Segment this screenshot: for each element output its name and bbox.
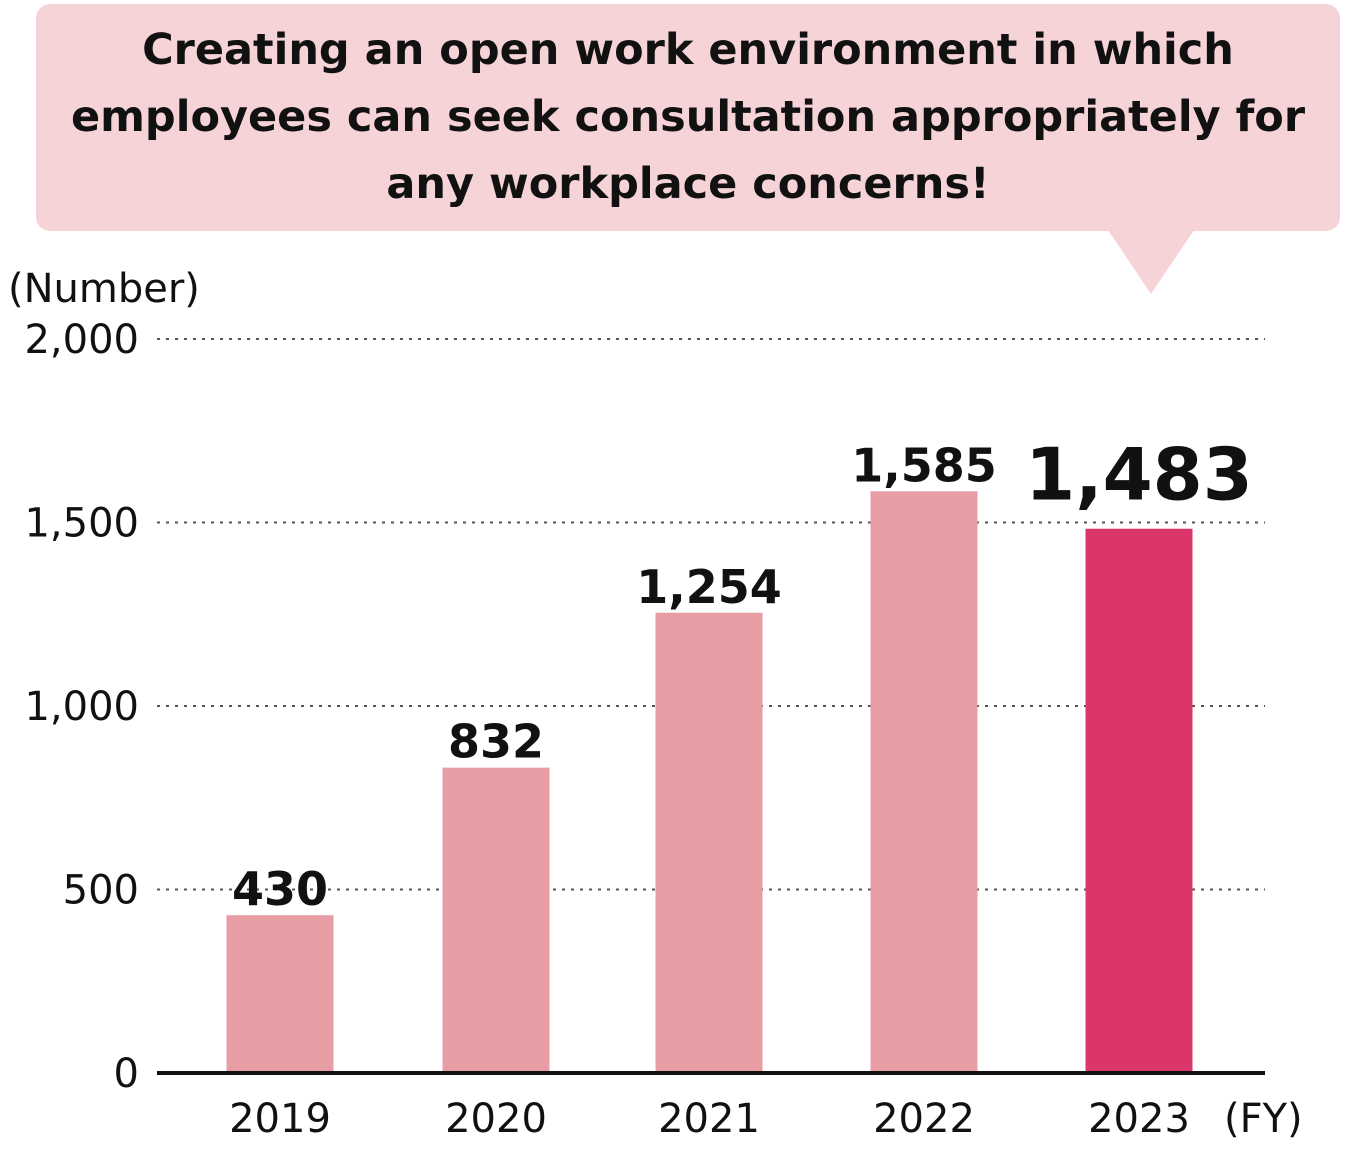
y-tick-label: 1,500 (24, 501, 139, 547)
callout-line-3: any workplace concerns! (386, 159, 990, 209)
data-label-2021: 1,254 (636, 560, 782, 614)
y-axis-ticks: 0 500 1,000 1,500 2,000 (24, 317, 139, 1097)
x-axis-ticks: 2019 2020 2021 2022 2023 (229, 1096, 1190, 1142)
bar-2019 (226, 915, 334, 1073)
bar-2020 (442, 767, 550, 1073)
y-tick-label: 0 (114, 1051, 139, 1097)
callout-pointer (1108, 230, 1194, 294)
y-axis-label: (Number) (8, 266, 200, 312)
callout-line-1: Creating an open work environment in whi… (142, 25, 1234, 75)
data-label-2019: 430 (232, 862, 328, 916)
x-tick-label: 2019 (229, 1096, 331, 1142)
bar-2023 (1085, 528, 1193, 1073)
data-label-2022: 1,585 (851, 438, 997, 492)
callout-line-2: employees can seek consultation appropri… (70, 92, 1306, 142)
x-tick-label: 2021 (658, 1096, 760, 1142)
bar-2022 (870, 491, 978, 1073)
bar-2021 (655, 612, 763, 1073)
x-tick-label: 2022 (873, 1096, 975, 1142)
data-label-2023: 1,483 (1025, 433, 1253, 517)
callout-bubble: Creating an open work environment in whi… (36, 4, 1340, 231)
y-tick-label: 500 (63, 868, 139, 914)
data-label-2020: 832 (448, 715, 544, 769)
x-tick-label: 2020 (445, 1096, 547, 1142)
data-labels: 430 832 1,254 1,585 1,483 (232, 433, 1253, 916)
x-tick-label: 2023 (1088, 1096, 1190, 1142)
y-tick-label: 1,000 (24, 684, 139, 730)
callout: Creating an open work environment in whi… (0, 0, 1348, 300)
y-tick-label: 2,000 (24, 317, 139, 363)
x-axis-label: (FY) (1224, 1096, 1303, 1142)
bars (226, 491, 1193, 1073)
